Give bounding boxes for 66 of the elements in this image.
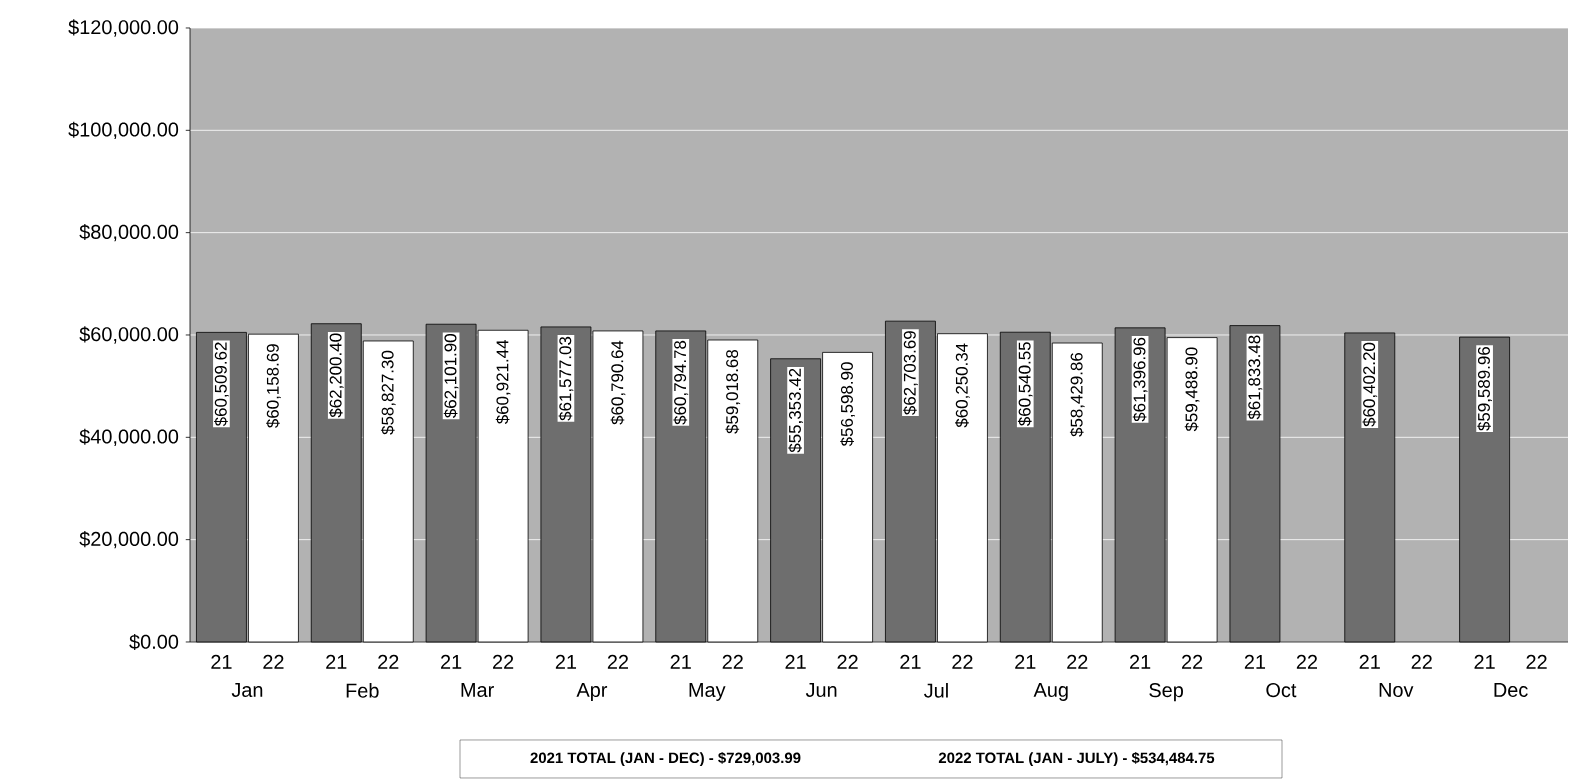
text: 21 bbox=[1474, 654, 1495, 669]
text: 21 bbox=[555, 654, 577, 669]
text: 22 bbox=[952, 654, 973, 669]
text: 21 bbox=[326, 654, 347, 669]
data-label: $59,018.68 bbox=[725, 349, 741, 434]
x-tick-label: Nov bbox=[1379, 683, 1414, 697]
data-label: $60,509.62 bbox=[214, 342, 229, 427]
data-label: $62,200.40 bbox=[328, 333, 344, 418]
y-tick-label: $60,000.00 bbox=[79, 326, 179, 344]
y-tick-label: $0.00 bbox=[129, 633, 179, 651]
data-label: $60,794.78 bbox=[673, 340, 689, 425]
x-tick-label: Jun bbox=[805, 683, 837, 697]
data-label: $61,396.96 bbox=[1132, 337, 1148, 422]
text: 22 bbox=[1296, 654, 1318, 669]
y-tick-label: $40,000.00 bbox=[79, 428, 179, 446]
data-label: $61,833.48 bbox=[1247, 335, 1263, 420]
text: 22 bbox=[1067, 654, 1088, 669]
text: 22 bbox=[493, 654, 514, 669]
series-label: 22 bbox=[263, 654, 284, 669]
data-label: $60,921.44 bbox=[495, 339, 511, 425]
data-label: $62,101.90 bbox=[443, 334, 459, 418]
data-label: $60,540.55 bbox=[1017, 342, 1033, 426]
series-label: 21 bbox=[211, 654, 232, 669]
data-label: $59,589.96 bbox=[1477, 347, 1492, 431]
data-label: $62,703.69 bbox=[903, 331, 918, 415]
y-tick-label: $20,000.00 bbox=[79, 531, 179, 549]
y-tick-label: $80,000.00 bbox=[79, 224, 179, 242]
text: 21 bbox=[1244, 654, 1266, 669]
text: 21 bbox=[1359, 654, 1380, 669]
data-label: $60,402.20 bbox=[1362, 342, 1378, 427]
data-label: $58,827.30 bbox=[380, 350, 396, 435]
text: 22 bbox=[722, 654, 743, 669]
text: 22 bbox=[607, 654, 629, 669]
x-tick-label: Feb bbox=[346, 683, 379, 698]
text: 22 bbox=[1526, 654, 1547, 669]
text: 22 bbox=[837, 654, 858, 669]
x-tick-label: Jan bbox=[231, 683, 263, 697]
data-label: $60,790.64 bbox=[610, 340, 626, 425]
x-tick-label: Jul bbox=[924, 683, 948, 698]
text: 2021 TOTAL (JAN - DEC) - $729,003.99 bbox=[530, 751, 801, 767]
data-label: $59,488.90 bbox=[1184, 347, 1200, 432]
data-label: $55,353.42 bbox=[788, 368, 803, 453]
data-label: $58,429.86 bbox=[1069, 352, 1085, 437]
data-label: $61,577.03 bbox=[558, 336, 574, 421]
x-tick-label: May bbox=[689, 683, 726, 701]
y-tick-label: $120,000.00 bbox=[68, 19, 179, 37]
data-label: $56,598.90 bbox=[840, 362, 855, 447]
text: 21 bbox=[900, 654, 921, 669]
x-tick-label: Apr bbox=[576, 683, 608, 701]
text: 22 bbox=[378, 654, 399, 669]
x-tick-label: Dec bbox=[1494, 683, 1528, 697]
x-tick-label: Oct bbox=[1266, 683, 1297, 698]
data-label: $60,158.69 bbox=[266, 344, 281, 428]
text: 21 bbox=[1130, 654, 1151, 669]
y-tick-label: $100,000.00 bbox=[68, 121, 179, 139]
text: 22 bbox=[1411, 654, 1432, 669]
x-tick-label: Sep bbox=[1149, 683, 1183, 702]
text: 22 bbox=[1182, 654, 1203, 669]
data-label: $60,250.34 bbox=[955, 343, 970, 428]
text: 21 bbox=[785, 654, 806, 669]
text: 21 bbox=[441, 654, 462, 669]
text: 2022 TOTAL (JAN - JULY) - $534,484.75 bbox=[938, 751, 1215, 767]
text: 21 bbox=[670, 654, 691, 669]
x-tick-label: Mar bbox=[461, 683, 494, 697]
x-tick-label: Aug bbox=[1033, 683, 1068, 701]
text: 21 bbox=[1015, 654, 1036, 669]
